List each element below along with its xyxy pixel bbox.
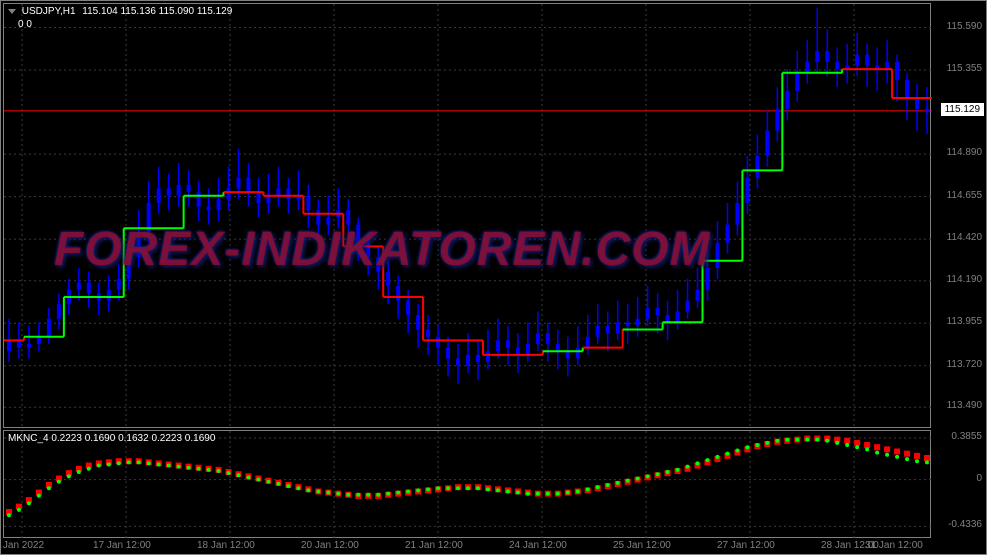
chart-container: USDJPY,H1 115.104 115.136 115.090 115.12… <box>0 0 987 555</box>
symbol-label: USDJPY,H1 <box>22 6 76 17</box>
x-tick-label: 18 Jan 12:00 <box>197 540 255 551</box>
x-tick-label: 31 Jan 12:00 <box>865 540 923 551</box>
x-tick-label: 27 Jan 12:00 <box>717 540 775 551</box>
main-chart-area[interactable]: USDJPY,H1 115.104 115.136 115.090 115.12… <box>3 3 931 428</box>
x-tick-label: 21 Jan 12:00 <box>405 540 463 551</box>
y-tick-label: 114.420 <box>947 232 982 243</box>
y-tick-label: 114.655 <box>947 190 982 201</box>
y-tick-label: 114.890 <box>947 147 982 158</box>
x-axis: 14 Jan 2022 17 Jan 12:00 18 Jan 12:00 20 Ja… <box>3 540 931 554</box>
y-tick-label: 115.590 <box>947 21 982 32</box>
y-tick-label: 113.720 <box>947 359 982 370</box>
ohlc-label: 115.104 115.136 115.090 115.129 <box>82 6 232 17</box>
header-extra: 0 0 <box>18 19 32 30</box>
sub-chart-area[interactable]: MKNC_4 0.2223 0.1690 0.1632 0.2223 0.169… <box>3 430 931 538</box>
y-tick-label: 113.490 <box>947 400 982 411</box>
x-tick-label: 25 Jan 12:00 <box>613 540 671 551</box>
y-tick-label: 113.955 <box>947 316 982 327</box>
current-price-box: 115.129 <box>941 103 984 116</box>
y-tick-label: 115.355 <box>947 63 982 74</box>
dropdown-icon[interactable] <box>8 9 16 14</box>
x-tick-label: 20 Jan 12:00 <box>301 540 359 551</box>
y-tick-label: -0.4336 <box>948 519 982 530</box>
x-tick-label: 14 Jan 2022 <box>0 540 44 551</box>
x-tick-label: 24 Jan 12:00 <box>509 540 567 551</box>
x-tick-label: 17 Jan 12:00 <box>93 540 151 551</box>
y-tick-label: 0 <box>976 473 982 484</box>
y-axis-sub: -0.4336 0 0.3855 <box>933 430 986 538</box>
y-axis-main: 113.490 113.720 113.955 114.190 114.420 114.6… <box>933 3 986 428</box>
y-tick-label: 0.3855 <box>951 431 982 442</box>
sub-header-label: MKNC_4 0.2223 0.1690 0.1632 0.2223 0.169… <box>8 433 215 444</box>
y-tick-label: 114.190 <box>947 274 982 285</box>
